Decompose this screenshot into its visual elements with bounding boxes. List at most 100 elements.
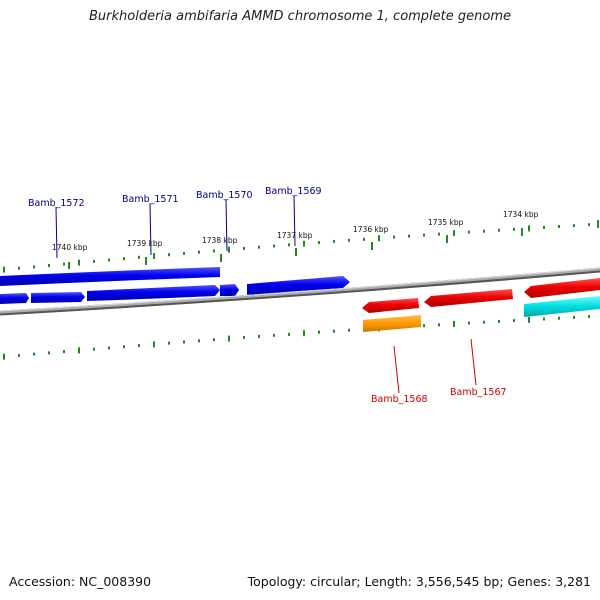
tick-dot <box>588 223 590 227</box>
tick-dot <box>123 257 125 261</box>
tick-dot <box>483 229 485 233</box>
tick-dot <box>498 228 500 232</box>
tick-dot <box>408 234 410 238</box>
tick-dot <box>78 347 80 354</box>
tick-dot <box>528 225 530 232</box>
tick-dot <box>228 335 230 342</box>
tick-dot <box>318 330 320 334</box>
tick-dot <box>63 262 65 266</box>
leader-bamb-1571 <box>149 203 152 256</box>
tick-dot <box>198 339 200 343</box>
tick-dot <box>153 253 155 259</box>
label-bamb-1571[interactable]: Bamb_1571 <box>122 194 179 205</box>
tick-dot <box>243 246 245 250</box>
tick-dot <box>258 245 260 249</box>
label-bamb-1569[interactable]: Bamb_1569 <box>265 186 322 197</box>
tick-dot <box>48 351 50 355</box>
tick-dot <box>438 323 440 327</box>
tick-labels: 1740 kbp 1739 kbp 1738 kbp 1737 kbp 1736… <box>52 210 599 269</box>
feature-orange[interactable] <box>363 315 421 332</box>
leader-bamb-1567 <box>470 338 477 386</box>
tick-dot <box>123 345 125 349</box>
tick-dot <box>288 243 290 247</box>
tick-dot <box>138 344 140 347</box>
tick-dot <box>558 225 560 228</box>
bottom-gene-labels: Bamb_1568 Bamb_1567 <box>371 338 507 405</box>
tick-dot <box>198 250 200 254</box>
leader-bamb-1570 <box>225 199 228 252</box>
tick-dot <box>348 238 350 242</box>
accession-text: Accession: NC_008390 <box>9 574 152 589</box>
tick-dot <box>183 340 185 344</box>
chromosome-backbone <box>0 267 600 314</box>
tick-dot <box>393 235 395 239</box>
map-title: Burkholderia ambifaria AMMD chromosome 1… <box>88 9 512 24</box>
gene-bamb-1567[interactable] <box>424 289 513 307</box>
tick-dot <box>93 347 95 351</box>
tick-dot <box>33 352 35 356</box>
tick-dot <box>468 321 470 325</box>
tick-label-1734: 1734 kbp <box>503 210 539 219</box>
tick-dot <box>543 225 545 229</box>
tick-dot <box>348 328 350 332</box>
top-gene-labels: Bamb_1572 Bamb_1571 Bamb_1570 Bamb_1569 <box>28 186 322 259</box>
label-bamb-1572[interactable]: Bamb_1572 <box>28 198 85 209</box>
tick-dot <box>453 230 455 237</box>
tick-dot <box>258 334 260 338</box>
tick-label-1740: 1740 kbp <box>52 243 88 252</box>
label-bamb-1568[interactable]: Bamb_1568 <box>371 394 428 405</box>
gene-feature-1[interactable] <box>0 293 29 304</box>
tick-dot <box>3 353 5 360</box>
tick-dot <box>168 253 170 257</box>
tick-dot <box>573 224 575 228</box>
leader-bamb-1568 <box>393 345 400 394</box>
tick-dot <box>483 320 485 324</box>
gene-feature-4[interactable] <box>220 284 239 296</box>
tick-label-1738: 1738 kbp <box>202 236 238 245</box>
tick-dot <box>333 239 335 243</box>
leader-bamb-1572 <box>55 206 58 259</box>
tick-dot <box>228 246 230 253</box>
gene-bamb-1568[interactable] <box>362 298 419 313</box>
tick-dot <box>18 266 20 270</box>
tick-dot <box>108 258 110 262</box>
tick-dot <box>303 240 305 247</box>
tick-dot <box>423 324 425 328</box>
tick-dot <box>138 255 140 259</box>
tick-dot <box>288 332 290 336</box>
gene-feature-long[interactable] <box>0 267 220 286</box>
gene-feature-5[interactable] <box>247 276 350 295</box>
leader-bamb-1569 <box>293 195 296 247</box>
tick-dot <box>498 319 500 323</box>
tick-dot <box>78 259 80 266</box>
tick-dot <box>588 315 590 319</box>
tick-label-1739: 1739 kbp <box>127 239 163 248</box>
tick-dot <box>33 265 35 269</box>
tick-dot <box>243 336 245 339</box>
tick-dot <box>18 353 20 357</box>
tick-ring-inner <box>3 315 590 360</box>
tick-dot <box>273 333 275 337</box>
tick-dot <box>333 329 335 333</box>
tick-dot <box>453 320 455 327</box>
tick-label-1735: 1735 kbp <box>428 218 464 227</box>
tick-dot <box>153 341 155 348</box>
tick-dot <box>108 346 110 350</box>
tick-dot <box>573 315 575 319</box>
tick-dot <box>3 266 5 273</box>
tick-ring-outer <box>3 223 590 273</box>
label-bamb-1570[interactable]: Bamb_1570 <box>196 190 253 201</box>
gene-feature-red-edge[interactable] <box>524 278 600 298</box>
tick-dot <box>318 241 320 245</box>
label-bamb-1567[interactable]: Bamb_1567 <box>450 387 507 398</box>
tick-dot <box>378 235 380 242</box>
tick-dot <box>363 237 365 241</box>
gene-feature-2[interactable] <box>31 292 85 303</box>
tick-dot <box>423 233 425 237</box>
tick-label-1736: 1736 kbp <box>353 225 389 234</box>
feature-cyan[interactable] <box>524 296 600 317</box>
tick-dot <box>468 230 470 234</box>
gene-feature-3[interactable] <box>87 285 220 301</box>
